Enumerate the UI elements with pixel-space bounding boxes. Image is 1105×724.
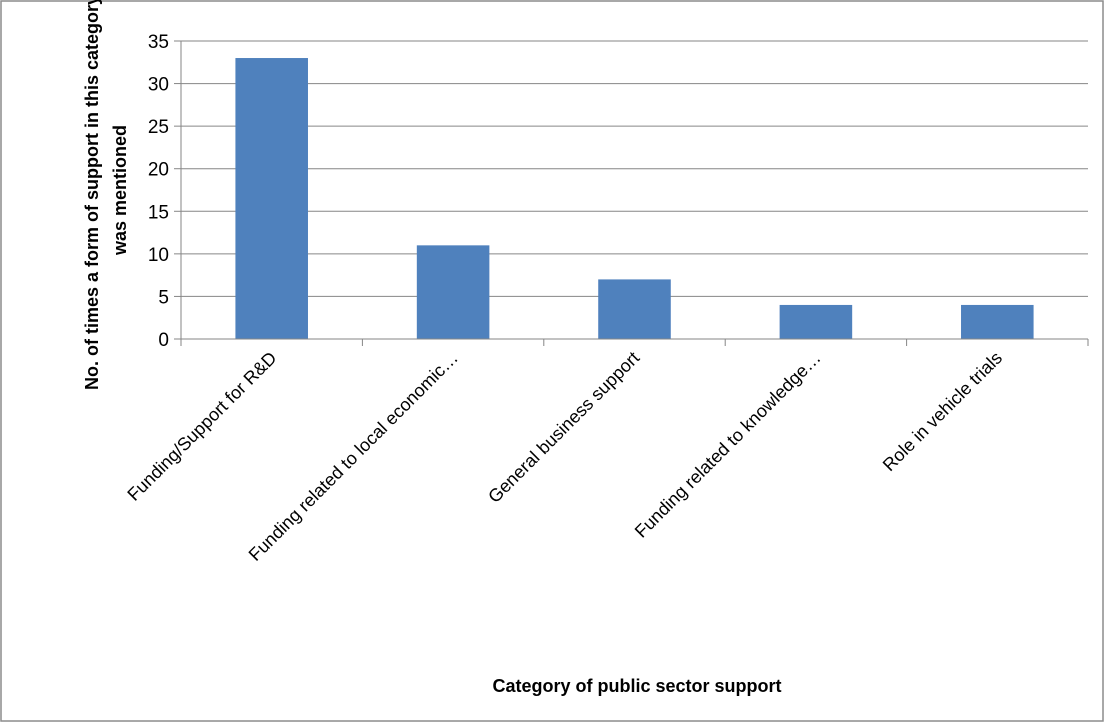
bar (961, 304, 1034, 339)
bar (598, 279, 671, 339)
y-axis-title-line-1: No. of times a form of support in this c… (82, 0, 102, 390)
bar (416, 245, 490, 339)
y-tick-label: 20 (148, 160, 169, 181)
y-tick-label: 35 (148, 32, 169, 53)
bar (235, 58, 308, 340)
y-tick-label: 5 (158, 287, 169, 308)
gridlines (181, 40, 1088, 297)
bar (779, 304, 853, 339)
y-tick-label: 0 (158, 330, 169, 351)
y-axis-title-line-2: was mentioned (110, 125, 130, 256)
y-tick-label: 15 (148, 202, 169, 223)
y-tick-labels: 0 5 10 15 20 25 30 35 (148, 32, 169, 351)
axes (174, 40, 1089, 346)
y-tick-label: 30 (148, 75, 169, 96)
y-axis-title: No. of times a form of support in this c… (82, 0, 130, 390)
y-tick-label: 25 (148, 117, 169, 138)
y-tick-label: 10 (148, 245, 169, 266)
bars (235, 58, 1034, 340)
x-axis-title: Category of public sector support (492, 676, 781, 696)
